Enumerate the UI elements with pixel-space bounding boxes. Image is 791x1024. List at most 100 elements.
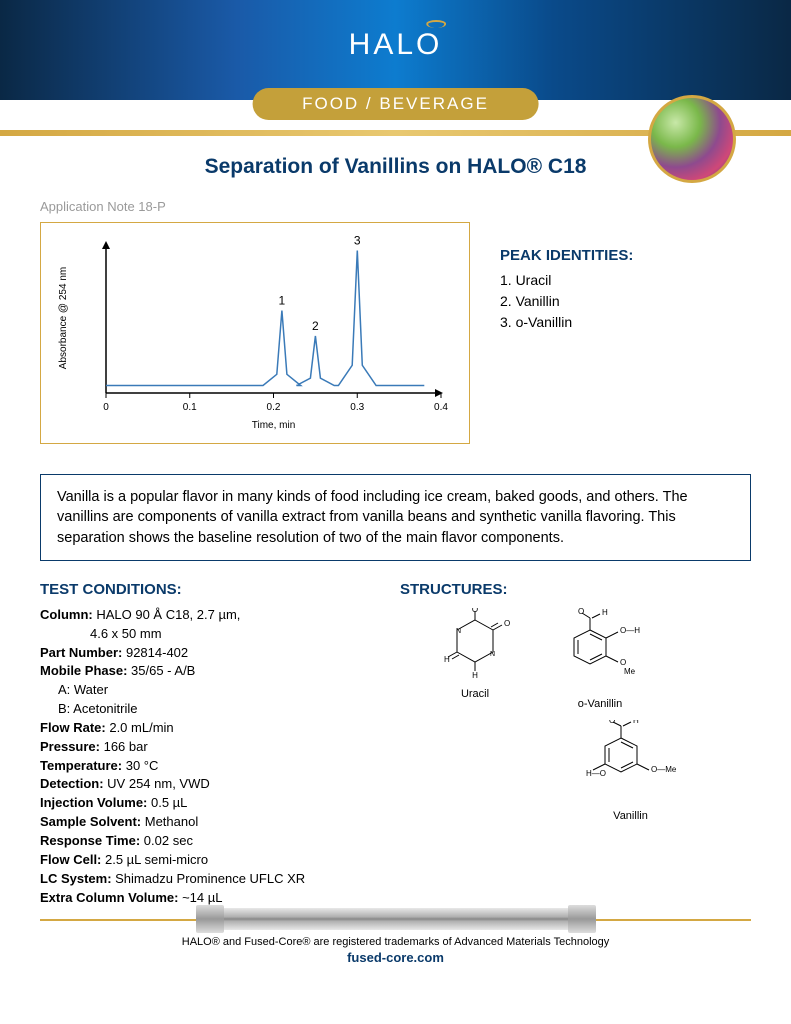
condition-row: Injection Volume: 0.5 µL xyxy=(40,794,380,813)
svg-text:O: O xyxy=(620,658,626,667)
condition-value: 0.02 sec xyxy=(144,833,193,848)
condition-label: Extra Column Volume: xyxy=(40,890,182,905)
structure-vanillin: O H O—Me H—O Vanillin xyxy=(440,720,751,822)
structures-grid: O O H H N N Uracil xyxy=(400,608,751,822)
svg-text:O: O xyxy=(472,608,478,614)
food-image-circle xyxy=(648,95,736,183)
svg-text:N: N xyxy=(490,651,495,658)
structure-label: Uracil xyxy=(440,688,510,700)
svg-text:0.2: 0.2 xyxy=(267,402,281,413)
condition-label: Flow Cell: xyxy=(40,852,105,867)
svg-text:O—Me: O—Me xyxy=(651,765,676,774)
svg-text:0: 0 xyxy=(103,402,109,413)
svg-text:0.3: 0.3 xyxy=(350,402,364,413)
condition-value: 0.5 µL xyxy=(151,795,187,810)
condition-row: Pressure: 166 bar xyxy=(40,738,380,757)
condition-row: A: Water xyxy=(40,681,380,700)
details-row: TEST CONDITIONS: Column: HALO 90 Å C18, … xyxy=(40,581,751,908)
svg-text:2: 2 xyxy=(312,319,319,333)
condition-row: Response Time: 0.02 sec xyxy=(40,832,380,851)
condition-row: Flow Cell: 2.5 µL semi-micro xyxy=(40,851,380,870)
svg-text:0.4: 0.4 xyxy=(434,402,448,413)
halo-ring-icon xyxy=(426,20,446,28)
svg-text:1: 1 xyxy=(279,294,286,308)
structures-section: STRUCTURES: O O H H N xyxy=(400,581,751,908)
content-area: Application Note 18-P 0 0.1 0.2 0.3 0.4 Time,… xyxy=(0,199,791,907)
footer-link[interactable]: fused-core.com xyxy=(0,950,791,965)
chart-row: 0 0.1 0.2 0.3 0.4 Time, min Absorbance @ 254 n… xyxy=(40,222,751,444)
condition-label: LC System: xyxy=(40,871,115,886)
svg-text:O: O xyxy=(504,619,510,628)
structure-label: Vanillin xyxy=(510,810,751,822)
svg-text:O—H: O—H xyxy=(620,626,640,635)
description-box: Vanilla is a popular flavor in many kind… xyxy=(40,474,751,561)
svg-text:O: O xyxy=(609,720,615,725)
condition-label: Part Number: xyxy=(40,645,126,660)
uracil-structure-icon: O O H H N N xyxy=(440,608,510,678)
trademark-text: HALO® and Fused-Core® are registered tra… xyxy=(0,936,791,948)
structure-o-vanillin: O H O—H O Me o-Vanillin xyxy=(560,608,640,710)
svg-text:Me: Me xyxy=(624,667,636,676)
chromatogram-box: 0 0.1 0.2 0.3 0.4 Time, min Absorbance @ 254 n… xyxy=(40,222,470,444)
svg-text:H: H xyxy=(602,608,608,617)
condition-row: Flow Rate: 2.0 mL/min xyxy=(40,719,380,738)
peak-id-2: 2. Vanillin xyxy=(500,291,633,312)
condition-value: Methanol xyxy=(145,814,198,829)
condition-value: UV 254 nm, VWD xyxy=(107,776,210,791)
condition-label: Temperature: xyxy=(40,758,126,773)
structures-heading: STRUCTURES: xyxy=(400,581,751,598)
structure-uracil: O O H H N N Uracil xyxy=(440,608,510,710)
condition-value: 4.6 x 50 mm xyxy=(90,626,162,641)
peak-id-1: 1. Uracil xyxy=(500,270,633,291)
condition-label: Sample Solvent: xyxy=(40,814,145,829)
condition-row: Part Number: 92814-402 xyxy=(40,644,380,663)
condition-value: 35/65 - A/B xyxy=(131,663,195,678)
svg-text:3: 3 xyxy=(354,234,361,248)
condition-value: A: Water xyxy=(58,682,108,697)
svg-text:H: H xyxy=(444,655,450,664)
category-badge: FOOD / BEVERAGE xyxy=(252,88,539,120)
condition-row: Detection: UV 254 nm, VWD xyxy=(40,775,380,794)
condition-value: 92814-402 xyxy=(126,645,188,660)
condition-value: 166 bar xyxy=(104,739,148,754)
svg-text:H: H xyxy=(472,671,478,678)
conditions-list: Column: HALO 90 Å C18, 2.7 µm,4.6 x 50 m… xyxy=(40,606,380,908)
condition-value: B: Acetonitrile xyxy=(58,701,138,716)
condition-row: B: Acetonitrile xyxy=(40,700,380,719)
svg-text:Absorbance @ 254 nm: Absorbance @ 254 nm xyxy=(58,267,69,369)
condition-value: 30 °C xyxy=(126,758,159,773)
condition-value: Shimadzu Prominence UFLC XR xyxy=(115,871,305,886)
condition-value: HALO 90 Å C18, 2.7 µm, xyxy=(96,607,240,622)
svg-text:Time, min: Time, min xyxy=(252,420,296,431)
application-note-label: Application Note 18-P xyxy=(40,199,751,214)
footer: HALO® and Fused-Core® are registered tra… xyxy=(0,936,791,965)
condition-label: Pressure: xyxy=(40,739,104,754)
condition-row: Temperature: 30 °C xyxy=(40,757,380,776)
condition-value: 2.0 mL/min xyxy=(109,720,173,735)
svg-text:H—O: H—O xyxy=(586,769,606,778)
svg-text:O: O xyxy=(578,608,584,616)
structure-label: o-Vanillin xyxy=(560,698,640,710)
condition-row: Column: HALO 90 Å C18, 2.7 µm, xyxy=(40,606,380,625)
svg-text:H: H xyxy=(633,720,639,725)
condition-row: Sample Solvent: Methanol xyxy=(40,813,380,832)
hplc-column-image xyxy=(206,908,586,930)
condition-label: Mobile Phase: xyxy=(40,663,131,678)
brand-text: HALO xyxy=(349,28,443,61)
test-conditions: TEST CONDITIONS: Column: HALO 90 Å C18, … xyxy=(40,581,380,908)
condition-row: 4.6 x 50 mm xyxy=(40,625,380,644)
header-banner: HALO xyxy=(0,0,791,100)
peak-id-3: 3. o-Vanillin xyxy=(500,312,633,333)
condition-row: LC System: Shimadzu Prominence UFLC XR xyxy=(40,870,380,889)
condition-label: Injection Volume: xyxy=(40,795,151,810)
peak-identities-heading: PEAK IDENTITIES: xyxy=(500,247,633,264)
footer-divider xyxy=(40,919,751,921)
peak-identities: PEAK IDENTITIES: 1. Uracil 2. Vanillin 3… xyxy=(500,222,633,444)
svg-text:N: N xyxy=(456,628,461,635)
condition-row: Mobile Phase: 35/65 - A/B xyxy=(40,662,380,681)
condition-label: Response Time: xyxy=(40,833,144,848)
condition-value: 2.5 µL semi-micro xyxy=(105,852,208,867)
svg-text:0.1: 0.1 xyxy=(183,402,197,413)
condition-value: ~14 µL xyxy=(182,890,222,905)
condition-label: Column: xyxy=(40,607,96,622)
